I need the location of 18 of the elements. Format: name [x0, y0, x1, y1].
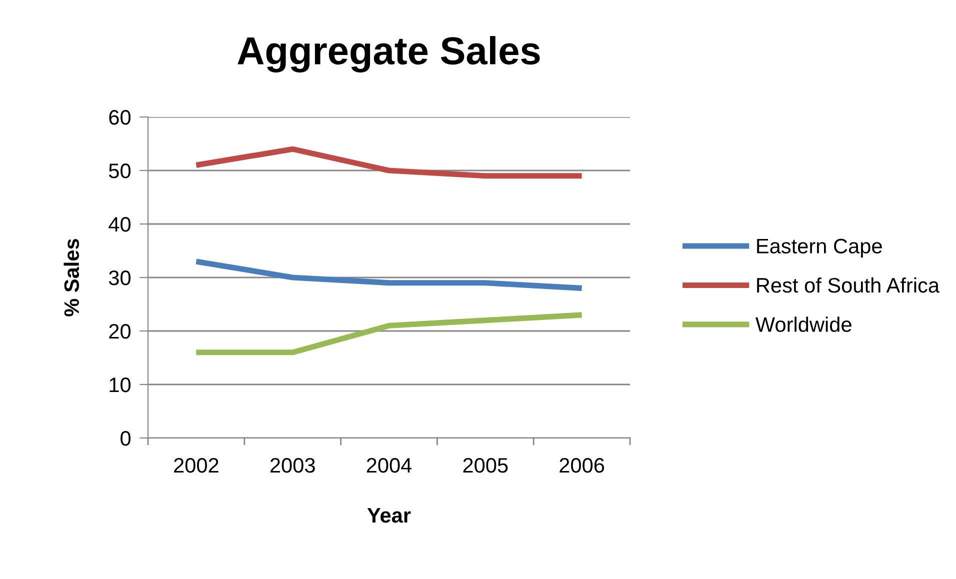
y-tick-label: 40: [108, 217, 131, 232]
x-tick-label: 2003: [270, 458, 315, 473]
y-tick-label: 60: [109, 110, 131, 125]
chart-title: Aggregate Sales: [238, 36, 540, 72]
y-tick-label: 0: [120, 431, 131, 446]
y-tick-label: 50: [108, 164, 131, 178]
y-axis-title: % Sales: [64, 238, 80, 316]
x-tick-label: 2004: [366, 458, 412, 473]
legend-label: Eastern Cape: [757, 238, 882, 258]
legend-label: Rest of South Africa: [757, 277, 940, 293]
x-tick-label: 2005: [463, 458, 508, 473]
y-tick-label: 30: [108, 270, 131, 286]
y-tick-label: 10: [110, 378, 131, 392]
legend-label: Worldwide: [756, 316, 852, 332]
x-tick-label: 2002: [174, 458, 218, 473]
x-tick-label: 2006: [560, 458, 604, 473]
y-tick-label: 20: [109, 324, 131, 339]
x-axis-title: Year: [367, 508, 411, 523]
